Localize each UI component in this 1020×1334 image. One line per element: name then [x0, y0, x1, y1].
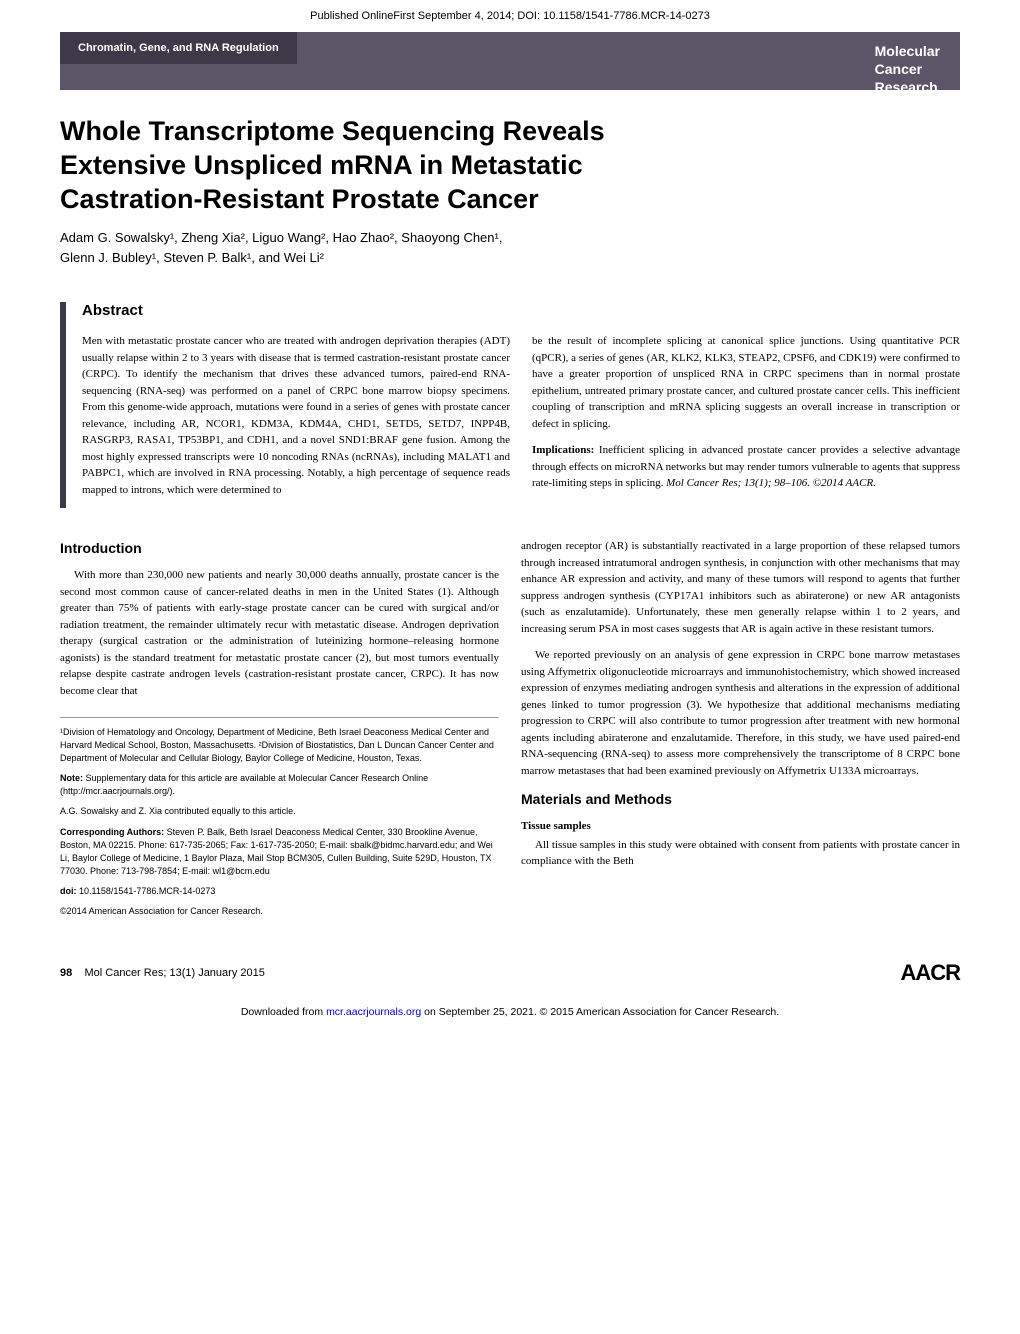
right-p1: androgen receptor (AR) is substantially …	[521, 538, 960, 637]
download-prefix: Downloaded from	[241, 1006, 326, 1018]
page-number: 98	[60, 967, 72, 979]
abstract-columns: Men with metastatic prostate cancer who …	[82, 333, 960, 508]
article-title: Whole Transcriptome Sequencing Reveals E…	[60, 115, 960, 216]
main-right-column: androgen receptor (AR) is substantially …	[521, 538, 960, 925]
journal-line-1: Molecular	[875, 42, 940, 60]
right-p2: We reported previously on an analysis of…	[521, 647, 960, 779]
tissue-samples-subheading: Tissue samples	[521, 818, 960, 835]
journal-name: Molecular Cancer Research	[855, 32, 960, 90]
materials-methods-heading: Materials and Methods	[521, 789, 960, 810]
equal-contribution: A.G. Sowalsky and Z. Xia contributed equ…	[60, 805, 499, 818]
doi-label: doi:	[60, 886, 77, 896]
journal-line-2: Cancer	[875, 60, 940, 78]
abstract-implications: Implications: Inefficient splicing in ad…	[532, 442, 960, 492]
authors-line-2: Glenn J. Bubley¹, Steven P. Balk¹, and W…	[60, 250, 324, 265]
abstract-left-p1: Men with metastatic prostate cancer who …	[82, 333, 510, 498]
header-bar: Chromatin, Gene, and RNA Regulation Mole…	[60, 32, 960, 90]
publication-online-first: Published OnlineFirst September 4, 2014;…	[0, 0, 1020, 32]
main-columns: Introduction With more than 230,000 new …	[60, 538, 960, 925]
affiliations-text: ¹Division of Hematology and Oncology, De…	[60, 726, 499, 765]
corresponding-authors: Corresponding Authors: Steven P. Balk, B…	[60, 826, 499, 878]
abstract-right-p1: be the result of incomplete splicing at …	[532, 333, 960, 432]
abstract-citation: Mol Cancer Res; 13(1); 98–106. ©2014 AAC…	[666, 477, 876, 489]
authors-line-1: Adam G. Sowalsky¹, Zheng Xia², Liguo Wan…	[60, 230, 502, 245]
footer-journal-info: Mol Cancer Res; 13(1) January 2015	[84, 967, 264, 979]
main-left-column: Introduction With more than 230,000 new …	[60, 538, 499, 925]
affiliations-block: ¹Division of Hematology and Oncology, De…	[60, 717, 499, 918]
intro-p1: With more than 230,000 new patients and …	[60, 567, 499, 699]
page-container: Chromatin, Gene, and RNA Regulation Mole…	[0, 32, 1020, 986]
aacr-logo: AACR	[900, 960, 960, 986]
note-label: Note:	[60, 773, 83, 783]
download-suffix: on September 25, 2021. © 2015 American A…	[421, 1006, 779, 1018]
corresponding-label: Corresponding Authors:	[60, 827, 164, 837]
note-line: Note: Supplementary data for this articl…	[60, 772, 499, 798]
abstract-right-column: be the result of incomplete splicing at …	[532, 333, 960, 508]
implications-label: Implications:	[532, 444, 594, 456]
title-line-3: Castration-Resistant Prostate Cancer	[60, 184, 539, 214]
doi-line: doi: 10.1158/1541-7786.MCR-14-0273	[60, 885, 499, 898]
doi-text: 10.1158/1541-7786.MCR-14-0273	[77, 886, 216, 896]
authors: Adam G. Sowalsky¹, Zheng Xia², Liguo Wan…	[60, 228, 960, 267]
title-line-2: Extensive Unspliced mRNA in Metastatic	[60, 150, 583, 180]
copyright-line: ©2014 American Association for Cancer Re…	[60, 905, 499, 918]
mm-p1: All tissue samples in this study were ob…	[521, 837, 960, 870]
introduction-heading: Introduction	[60, 538, 499, 559]
note-text: Supplementary data for this article are …	[60, 773, 428, 796]
page-footer: 98 Mol Cancer Res; 13(1) January 2015 AA…	[60, 950, 960, 986]
download-line: Downloaded from mcr.aacrjournals.org on …	[0, 1006, 1020, 1033]
journal-line-3: Research	[875, 78, 940, 96]
abstract-left-column: Men with metastatic prostate cancer who …	[82, 333, 510, 508]
abstract-block: Abstract Men with metastatic prostate ca…	[60, 302, 960, 508]
section-label: Chromatin, Gene, and RNA Regulation	[60, 32, 297, 64]
title-line-1: Whole Transcriptome Sequencing Reveals	[60, 116, 605, 146]
abstract-heading: Abstract	[82, 302, 960, 319]
page-number-block: 98 Mol Cancer Res; 13(1) January 2015	[60, 967, 265, 979]
download-link[interactable]: mcr.aacrjournals.org	[326, 1006, 421, 1018]
